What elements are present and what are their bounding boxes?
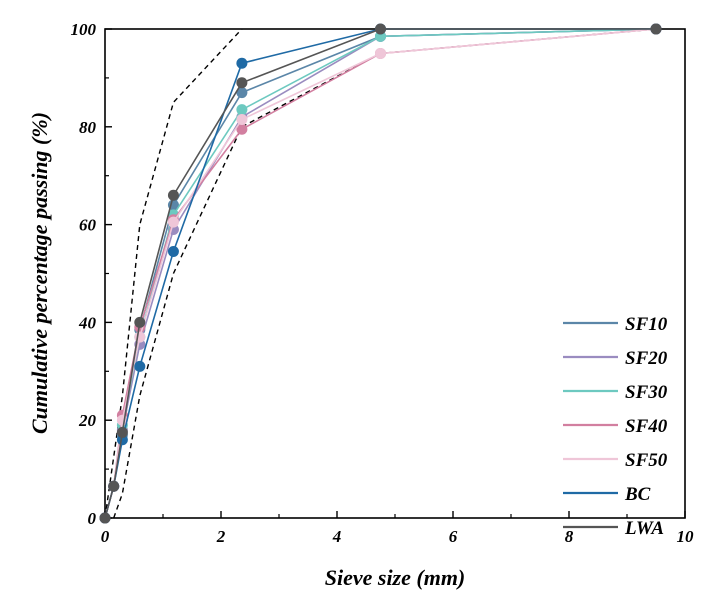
x-tick-label: 2 — [216, 527, 226, 546]
legend-label-lwa: LWA — [624, 518, 664, 539]
data-point-lwa — [167, 189, 179, 201]
data-point-bc — [167, 245, 179, 257]
data-point-lwa — [134, 316, 146, 328]
data-point-bc — [134, 360, 146, 372]
series-bc — [99, 23, 662, 524]
series-sf30 — [99, 23, 662, 524]
x-tick-label: 4 — [332, 527, 342, 546]
data-point-sf50 — [167, 216, 179, 228]
envelope-upper-limit — [104, 28, 243, 519]
x-tick-label: 6 — [449, 527, 458, 546]
plot-frame — [104, 28, 686, 519]
series-group — [99, 23, 662, 524]
envelope-lower-limit — [113, 28, 657, 519]
data-point-lwa — [650, 23, 662, 35]
data-point-lwa — [99, 512, 111, 524]
legend-label-sf10: SF10 — [625, 314, 668, 335]
y-tick-label: 60 — [79, 216, 97, 235]
x-tick-label: 10 — [677, 527, 695, 546]
series-sf10 — [99, 23, 662, 524]
data-point-lwa — [116, 426, 128, 438]
data-point-lwa — [375, 23, 386, 35]
data-point-lwa — [236, 77, 248, 89]
data-point-sf10 — [236, 87, 248, 99]
series-line-lwa — [104, 28, 656, 519]
legend-label-sf40: SF40 — [625, 416, 668, 437]
data-point-sf30 — [236, 104, 248, 116]
data-point-lwa — [108, 480, 120, 492]
series-sf40 — [99, 23, 662, 524]
series-lwa — [99, 23, 662, 524]
y-tick-label: 40 — [78, 313, 97, 332]
series-line-sf10 — [104, 28, 657, 519]
data-point-sf50 — [134, 331, 146, 343]
data-point-bc — [236, 57, 248, 69]
y-tick-label: 20 — [78, 411, 97, 430]
series-line-sf20 — [104, 28, 657, 519]
series-line-sf50 — [104, 28, 657, 519]
legend-label-sf30: SF30 — [625, 382, 668, 403]
y-tick-label: 100 — [71, 20, 97, 39]
data-point-sf40 — [236, 123, 248, 135]
x-axis-title: Sieve size (mm) — [325, 565, 466, 590]
series-sf50 — [99, 23, 662, 524]
series-line-sf30 — [104, 28, 657, 519]
legend-label-sf20: SF20 — [625, 348, 668, 369]
series-line-sf40 — [104, 28, 657, 519]
series-line-bc — [104, 28, 656, 519]
legend-label-sf50: SF50 — [625, 450, 668, 471]
x-tick-label: 0 — [101, 527, 110, 546]
y-tick-label: 80 — [79, 118, 97, 137]
series-sf20 — [99, 23, 662, 524]
y-axis-title: Cumulative percentage passing (%) — [27, 112, 52, 434]
legend-label-bc: BC — [624, 484, 651, 505]
data-point-sf50 — [236, 113, 248, 125]
data-point-sf50 — [375, 47, 386, 59]
y-tick-label: 0 — [88, 509, 97, 528]
legend: SF10 SF20 SF30 SF40 SF50 BC LWA — [563, 314, 668, 539]
grading-envelopes — [104, 28, 657, 519]
x-tick-label: 8 — [565, 527, 574, 546]
